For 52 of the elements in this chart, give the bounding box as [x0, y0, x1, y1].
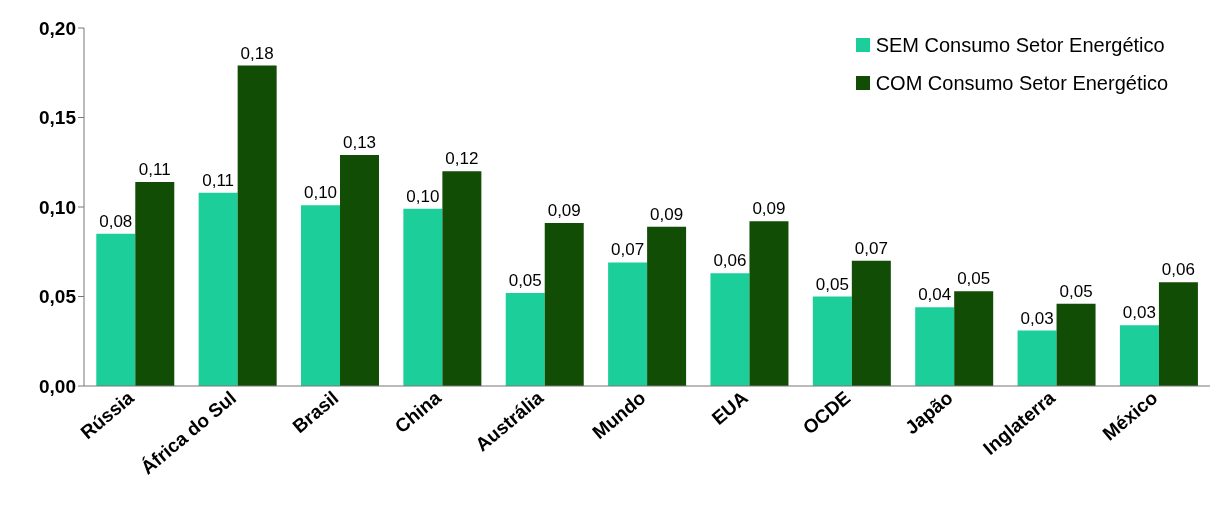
data-label: 0,09: [547, 201, 581, 221]
data-label: 0,11: [202, 170, 235, 190]
y-tick-label: 0,10: [39, 196, 76, 218]
data-label: 0,05: [957, 269, 991, 289]
data-label: 0,03: [1020, 308, 1054, 328]
bar: [505, 292, 545, 386]
data-label: 0,03: [1122, 303, 1156, 323]
data-label: 0,09: [752, 199, 786, 219]
bar: [135, 181, 175, 386]
bar: [812, 296, 852, 386]
data-label: 0,04: [918, 285, 952, 305]
data-label: 0,12: [445, 149, 479, 169]
bar: [403, 208, 443, 386]
bar: [544, 223, 584, 386]
y-tick-label: 0,20: [39, 17, 76, 39]
bar: [237, 65, 277, 386]
y-tick-label: 0,15: [39, 107, 77, 129]
bar: [340, 155, 380, 386]
bar: [647, 226, 687, 386]
data-label: 0,07: [611, 240, 645, 260]
y-tick-label: 0,00: [39, 375, 76, 397]
bar: [301, 205, 341, 386]
bar: [198, 192, 238, 386]
data-label: 0,09: [650, 204, 684, 224]
bar: [954, 291, 994, 386]
bar: [1017, 330, 1057, 386]
legend-label: COM Consumo Setor Energético: [875, 71, 1168, 96]
data-label: 0,05: [815, 274, 849, 294]
bar: [1158, 282, 1198, 386]
data-label: 0,10: [303, 183, 338, 203]
bar: [1119, 325, 1159, 386]
data-label: 0,05: [1059, 281, 1093, 301]
data-label: 0,13: [342, 133, 377, 153]
data-label: 0,08: [99, 211, 133, 231]
bar: [851, 260, 891, 386]
data-label: 0,07: [854, 238, 888, 258]
bar: [749, 221, 789, 386]
data-label: 0,11: [138, 159, 171, 179]
data-label: 0,10: [406, 186, 440, 206]
bar: [442, 171, 482, 386]
bar: [608, 262, 648, 386]
bar: [915, 307, 955, 386]
bar: [710, 273, 750, 386]
bar: [1056, 303, 1096, 386]
data-label: 0,05: [508, 270, 542, 290]
y-tick-label: 0,05: [39, 286, 77, 308]
data-label: 0,18: [240, 43, 274, 63]
x-tick-label: EUA: [707, 386, 753, 429]
bar: [96, 233, 136, 386]
legend-label: SEM Consumo Setor Energético: [875, 33, 1165, 58]
data-label: 0,06: [713, 251, 747, 271]
data-label: 0,06: [1161, 260, 1195, 280]
